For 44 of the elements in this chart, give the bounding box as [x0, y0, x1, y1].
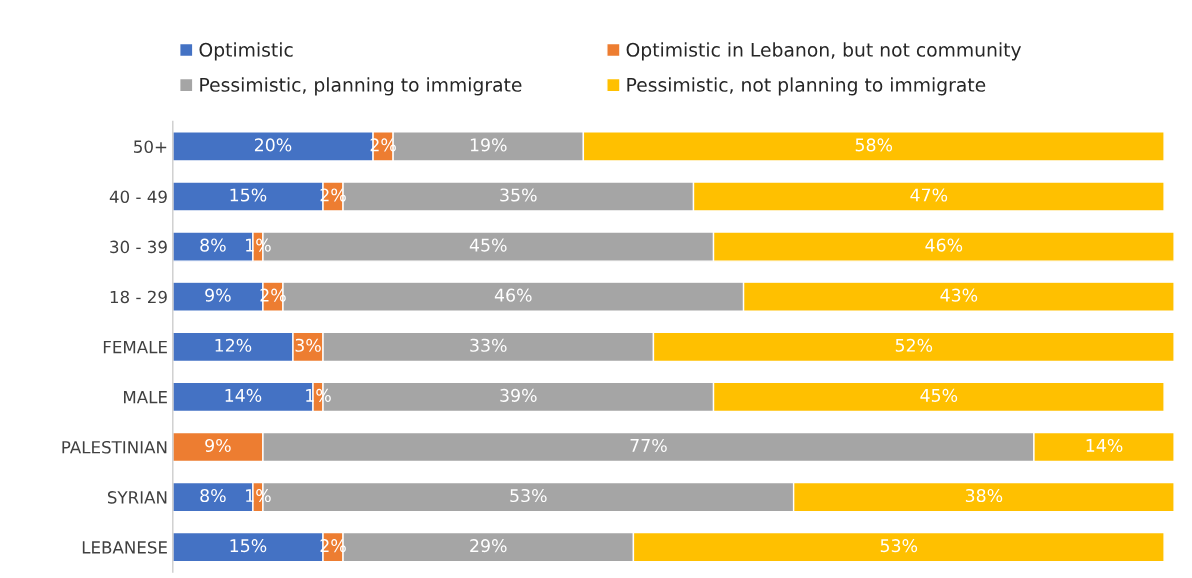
y-tick-label: LEBANESE	[82, 541, 167, 554]
legend-label: Pessimistic, not planning to immigrate	[627, 77, 986, 96]
data-label: 9%	[205, 438, 231, 453]
data-label: 14%	[225, 388, 262, 402]
data-label: 3%	[295, 338, 321, 352]
data-label: 20%	[254, 138, 292, 152]
data-label: 45%	[469, 238, 507, 252]
data-label: 19%	[470, 138, 507, 152]
data-label: 9%	[205, 288, 231, 302]
data-label: 52%	[895, 338, 933, 352]
data-label: 1%	[246, 488, 271, 503]
y-tick-label: 40 - 49	[109, 190, 167, 204]
y-tick-label: SYRIAN	[107, 491, 167, 504]
data-label: 47%	[910, 188, 948, 202]
legend-label: Pessimistic, planning to immigrate	[200, 77, 522, 96]
data-label: 45%	[920, 388, 958, 402]
data-label: 29%	[470, 539, 507, 553]
data-label: 53%	[510, 488, 547, 503]
data-label: 12%	[215, 338, 252, 352]
y-tick-label: PALESTINIAN	[62, 440, 167, 454]
legend-label: Optimistic in Lebanon, but not community	[626, 42, 1022, 61]
y-tick-label: 18 - 29	[110, 290, 167, 304]
data-label: 8%	[200, 488, 226, 503]
data-label: 58%	[855, 138, 893, 152]
y-tick-label: 30 - 39	[110, 240, 167, 254]
legend-label: Optimistic	[199, 42, 293, 61]
data-label: 15%	[230, 539, 267, 553]
data-label: 46%	[925, 238, 963, 252]
data-label: 14%	[1086, 438, 1123, 453]
data-label: 15%	[230, 188, 267, 202]
data-label: 77%	[630, 438, 667, 453]
data-label: 35%	[500, 188, 537, 202]
data-label: 8%	[200, 238, 226, 252]
data-label: 43%	[940, 288, 978, 302]
data-label: 1%	[246, 238, 271, 252]
data-label: 33%	[470, 338, 507, 352]
y-tick-label: FEMALE	[103, 340, 167, 354]
data-label: 1%	[306, 388, 331, 402]
data-label: 46%	[494, 288, 532, 302]
data-label: 38%	[965, 488, 1003, 503]
data-label: 39%	[500, 388, 537, 402]
y-tick-label: 50+	[134, 140, 167, 153]
y-tick-label: MALE	[124, 391, 167, 404]
data-label: 53%	[880, 539, 918, 553]
